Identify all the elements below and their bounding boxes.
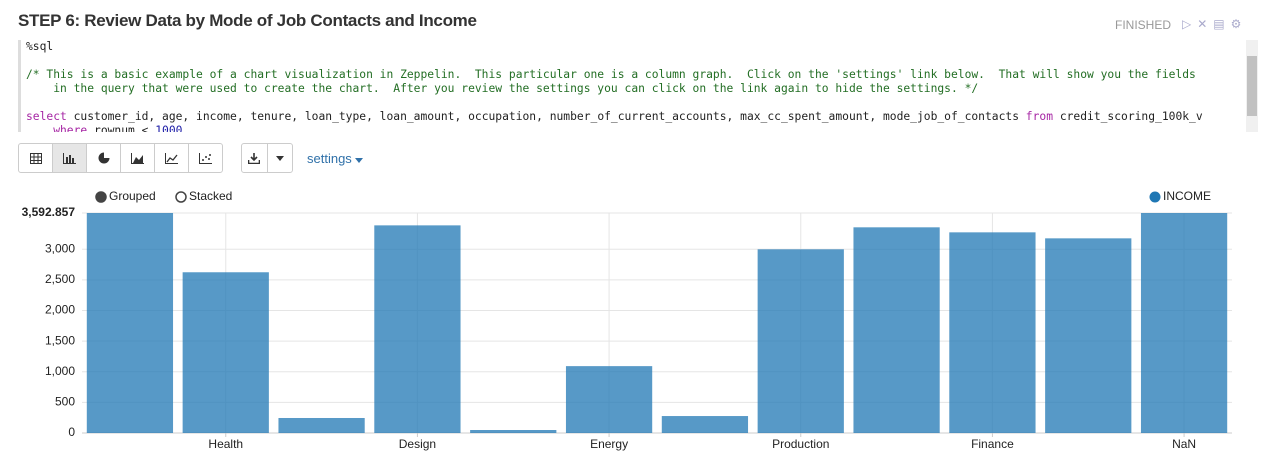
- icon: [29, 152, 42, 164]
- y-tick-label: 2,500: [45, 272, 75, 286]
- area-chart-button[interactable]: [121, 144, 155, 172]
- y-tick-label: 0: [68, 425, 75, 439]
- code-line: [21, 54, 1258, 68]
- x-tick-label: Production: [772, 437, 829, 451]
- y-tick-label: 1,000: [45, 364, 75, 378]
- chart-type-buttons: [18, 143, 223, 173]
- x-tick-label: Design: [399, 437, 436, 451]
- legend-label: INCOME: [1163, 189, 1211, 203]
- code-text: rownum <: [87, 124, 156, 132]
- code-keyword: where: [26, 124, 88, 132]
- code-line: where rownum < 1000: [21, 124, 1258, 132]
- caret: [355, 158, 364, 163]
- bar-chart-button[interactable]: [53, 144, 87, 172]
- download-icon: [242, 144, 268, 172]
- x-tick-label: Finance: [971, 437, 1014, 451]
- scroll-thumb[interactable]: [1247, 56, 1257, 116]
- mode-label: Stacked: [189, 189, 232, 203]
- y-tick-label: 3,000: [45, 241, 75, 255]
- y-tick-label: 500: [55, 395, 75, 409]
- pie-chart-button[interactable]: [87, 144, 121, 172]
- icon: [248, 152, 261, 164]
- y-tick-label: 1,500: [45, 333, 75, 347]
- code-line: /* This is a basic example of a chart vi…: [21, 68, 1258, 82]
- y-tick-label: 2,000: [45, 303, 75, 317]
- bar: [278, 417, 365, 433]
- bar: [565, 366, 653, 433]
- icon: [63, 152, 76, 164]
- scatter-chart-button[interactable]: [189, 144, 222, 172]
- bar: [374, 225, 461, 433]
- mode-label: Grouped: [109, 189, 156, 203]
- bar: [661, 416, 749, 433]
- settings-link[interactable]: settings: [307, 151, 364, 166]
- chart: Grouped Stacked INCOME 0 500 1,000 1,500 2,000 2…: [22, 189, 1232, 451]
- dropdown-caret: [268, 144, 293, 172]
- settings-text: settings: [307, 151, 352, 166]
- code-comment: /* This is a basic example of a chart vi…: [26, 68, 1196, 81]
- code-line: %sql: [21, 40, 1258, 54]
- code-editor[interactable]: %sql /* This is a basic example of a cha…: [18, 40, 1258, 132]
- mode-radio[interactable]: [95, 191, 107, 203]
- code-text: customer_id, age, income, tenure, loan_t…: [66, 110, 1026, 123]
- line-chart-button[interactable]: [155, 144, 189, 172]
- code-text: %sql: [26, 40, 54, 53]
- icon: [275, 155, 284, 161]
- bar: [470, 429, 557, 433]
- bar: [1045, 238, 1132, 433]
- download-button[interactable]: [241, 143, 293, 173]
- mode-radio[interactable]: [175, 191, 187, 203]
- x-tick-label: NaN: [1172, 437, 1196, 451]
- icon: [98, 152, 110, 164]
- paragraph-title: STEP 6: Review Data by Mode of Job Conta…: [18, 11, 477, 30]
- icon: [199, 152, 212, 164]
- paragraph-controls[interactable]: ▷✕▤⚙: [1182, 17, 1248, 31]
- bar: [182, 272, 269, 433]
- icon: [165, 152, 178, 164]
- code-line: select customer_id, age, income, tenure,…: [21, 110, 1258, 124]
- code-keyword: from: [1025, 110, 1054, 123]
- bar: [853, 227, 940, 433]
- y-tick-label: 3,592.857: [22, 205, 76, 219]
- legend-swatch: [1149, 191, 1161, 203]
- table-button[interactable]: [19, 144, 53, 172]
- x-tick-label: Health: [208, 437, 243, 451]
- bar: [757, 249, 844, 433]
- bar: [1140, 213, 1228, 433]
- code-text: credit_scoring_100k_v: [1053, 110, 1203, 123]
- bar: [949, 232, 1036, 433]
- code-comment: in the query that were used to create th…: [26, 82, 979, 95]
- icon: [131, 152, 144, 164]
- status: FINISHED: [1115, 18, 1172, 32]
- code-number: 1000: [155, 124, 183, 132]
- code-line: in the query that were used to create th…: [21, 82, 1258, 96]
- code-line: [21, 96, 1258, 110]
- code-keyword: select: [26, 110, 67, 123]
- scrollbar[interactable]: [1246, 40, 1258, 132]
- x-tick-label: Energy: [590, 437, 628, 451]
- bar: [86, 213, 174, 433]
